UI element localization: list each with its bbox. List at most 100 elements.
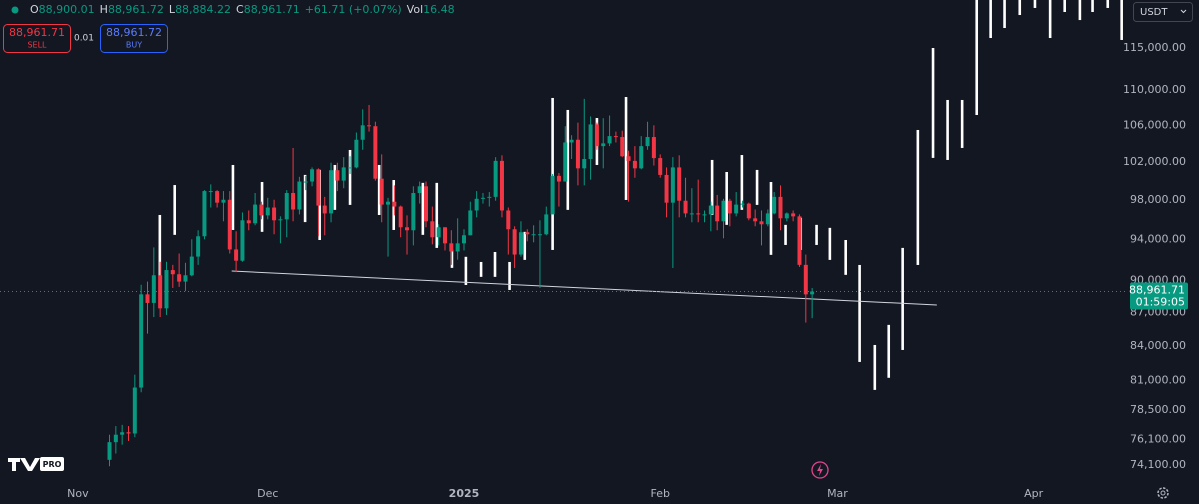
- ohlc-header: O88,900.01 H88,961.72 L88,884.22 C88,961.71…: [30, 3, 460, 16]
- candle-body: [164, 270, 169, 309]
- candle-body: [424, 186, 429, 222]
- candle-body: [791, 213, 796, 217]
- candle-body: [461, 235, 466, 244]
- projection-bar: [508, 261, 511, 290]
- ohlc-key: C: [236, 3, 244, 16]
- last-price-box: [1130, 282, 1188, 310]
- candle-body: [607, 136, 612, 144]
- y-tick-label: 106,000.00: [1123, 118, 1186, 131]
- y-tick-label: 74,100.00: [1130, 458, 1186, 471]
- projection-bar: [901, 247, 904, 350]
- candle-body: [715, 205, 720, 222]
- candle-body: [297, 181, 302, 210]
- ohlc-value: 88,884.22: [175, 3, 232, 16]
- candle-body: [113, 434, 118, 443]
- candle-body: [493, 160, 498, 197]
- y-tick-label: 110,000.00: [1123, 83, 1186, 96]
- candle-body: [506, 210, 511, 230]
- candle-body: [373, 126, 378, 179]
- candle-body: [291, 193, 296, 210]
- candle-body: [367, 125, 372, 127]
- candle-body: [727, 200, 732, 214]
- candle-body: [202, 191, 207, 237]
- candle-body: [632, 160, 637, 169]
- candle-body: [487, 196, 492, 198]
- currency-label[interactable]: USDT: [1140, 7, 1168, 18]
- candle-body: [474, 198, 479, 211]
- candle-body: [145, 294, 150, 303]
- projection-bar: [710, 159, 714, 215]
- candle-body: [107, 442, 112, 460]
- candle-body: [335, 170, 340, 181]
- candle-body: [525, 232, 530, 235]
- buy-label[interactable]: BUY: [126, 41, 142, 50]
- candle-body: [480, 197, 485, 199]
- candle-body: [120, 432, 125, 435]
- projection-bar: [828, 227, 832, 260]
- candle-body: [417, 186, 422, 194]
- dropdown-caret: [1180, 9, 1187, 14]
- projection-bar: [377, 164, 381, 215]
- candle-body: [455, 243, 460, 252]
- candle-body: [537, 234, 542, 236]
- buy-button[interactable]: [100, 24, 168, 53]
- ohlc-value: 88,961.72: [107, 3, 164, 16]
- currency-selector[interactable]: [1133, 2, 1193, 22]
- candle-body: [645, 137, 650, 147]
- quantity[interactable]: 0.01: [74, 34, 94, 44]
- projection-bar: [1063, 0, 1067, 12]
- candle-body: [196, 236, 201, 257]
- candle-body: [392, 201, 397, 207]
- candle-body: [797, 216, 802, 265]
- y-tick-label: 94,000.00: [1130, 232, 1186, 245]
- projection-bar: [725, 171, 728, 225]
- candle-body: [696, 213, 701, 215]
- projection-bar: [740, 155, 744, 210]
- projection-bar: [815, 224, 818, 245]
- projection-bar: [1106, 0, 1110, 8]
- logo-text: PRO: [43, 460, 62, 469]
- projection-bar: [1078, 0, 1082, 21]
- projection-bar: [844, 239, 847, 275]
- x-tick-label: Mar: [827, 487, 848, 500]
- candle-body: [310, 169, 315, 182]
- x-tick-label: Dec: [257, 487, 278, 500]
- candle-body: [620, 137, 625, 157]
- settings-icon[interactable]: [1157, 487, 1169, 499]
- sell-price[interactable]: 88,961.71: [9, 26, 65, 39]
- candle-body: [759, 221, 764, 225]
- projection-bar: [624, 97, 628, 200]
- candle-body: [803, 264, 808, 295]
- y-tick-label: 78,500.00: [1130, 403, 1186, 416]
- candle-body: [348, 167, 353, 169]
- buy-price[interactable]: 88,961.72: [106, 26, 162, 39]
- candle-body: [139, 294, 144, 388]
- candle-body: [405, 227, 410, 231]
- sell-button[interactable]: [3, 24, 71, 53]
- candle-body: [215, 191, 220, 203]
- candle-body: [170, 270, 175, 275]
- candle-body: [227, 199, 232, 250]
- candle-body: [386, 201, 391, 205]
- projection-bar: [873, 344, 877, 390]
- ohlc-key: H: [99, 3, 108, 16]
- y-tick-label: 76,100.00: [1130, 433, 1186, 446]
- replay-icon[interactable]: [811, 461, 829, 479]
- candle-body: [531, 234, 536, 236]
- candle-body: [379, 178, 384, 205]
- candle-body: [151, 275, 156, 303]
- change: +61.71 (+0.07%): [304, 3, 402, 16]
- projection-bar: [1033, 0, 1037, 8]
- candle-body: [253, 204, 258, 224]
- plot-area: [107, 0, 1123, 467]
- candle-body: [360, 125, 365, 140]
- sell-label[interactable]: SELL: [27, 41, 47, 50]
- projection-bar: [916, 129, 920, 265]
- ohlc-value: 88,900.01: [38, 3, 95, 16]
- candle-body: [594, 124, 599, 147]
- projection-bar: [1048, 0, 1052, 38]
- projection-bar: [1120, 0, 1123, 40]
- candle-body: [284, 193, 289, 220]
- x-tick-label: Apr: [1024, 487, 1044, 500]
